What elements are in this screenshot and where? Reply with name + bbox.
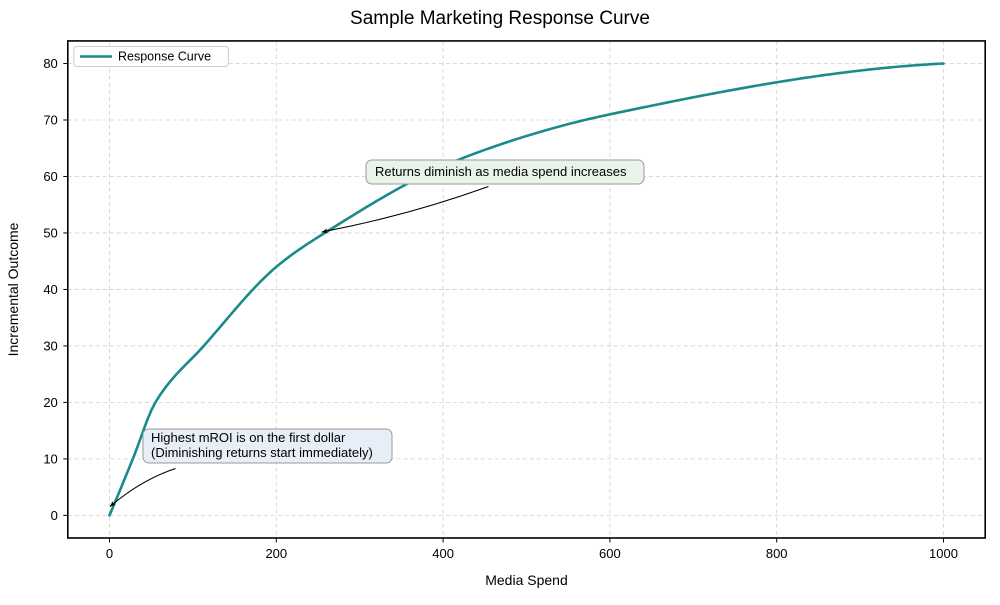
svg-text:50: 50 (43, 225, 57, 240)
svg-text:400: 400 (432, 546, 454, 561)
svg-text:0: 0 (51, 508, 58, 523)
svg-text:Response Curve: Response Curve (118, 50, 211, 64)
svg-text:800: 800 (766, 546, 788, 561)
svg-text:40: 40 (43, 282, 57, 297)
svg-text:Returns diminish as media spen: Returns diminish as media spend increase… (375, 164, 627, 179)
svg-text:600: 600 (599, 546, 621, 561)
svg-text:70: 70 (43, 113, 57, 128)
svg-text:0: 0 (106, 546, 113, 561)
svg-text:20: 20 (43, 395, 57, 410)
svg-text:Media Spend: Media Spend (485, 572, 568, 588)
svg-text:30: 30 (43, 338, 57, 353)
svg-text:80: 80 (43, 56, 57, 71)
svg-text:10: 10 (43, 451, 57, 466)
svg-text:Highest mROI is on the first d: Highest mROI is on the first dollar (151, 430, 346, 445)
svg-text:60: 60 (43, 169, 57, 184)
svg-text:200: 200 (265, 546, 287, 561)
svg-text:(Diminishing returns start imm: (Diminishing returns start immediately) (151, 445, 373, 460)
svg-text:Incremental Outcome: Incremental Outcome (5, 222, 21, 356)
svg-text:1000: 1000 (929, 546, 958, 561)
svg-text:Sample Marketing Response Curv: Sample Marketing Response Curve (350, 8, 650, 29)
